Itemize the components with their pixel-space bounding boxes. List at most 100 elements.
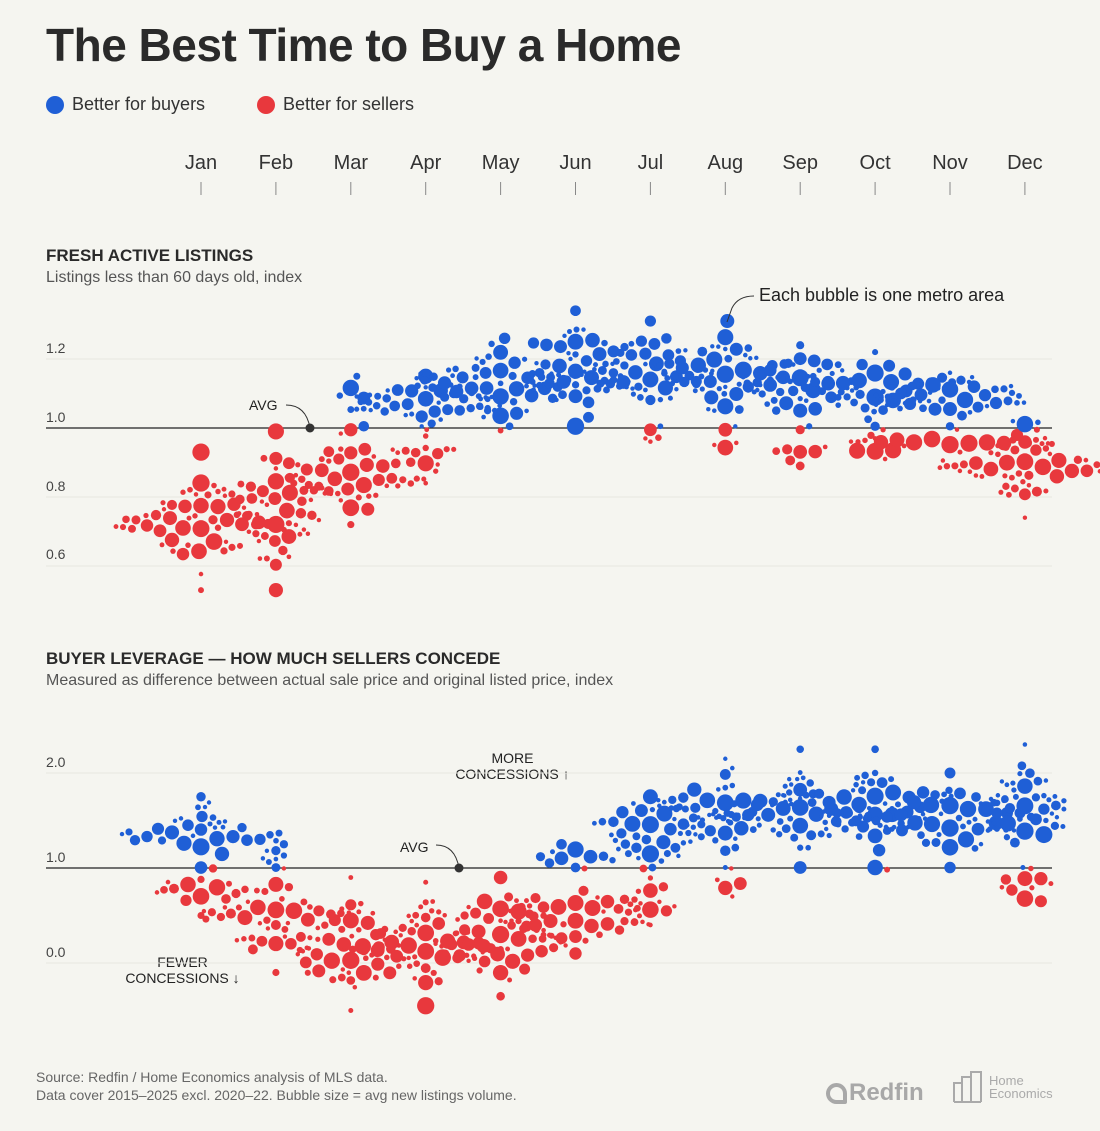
buyer-bubble bbox=[616, 805, 629, 819]
buyer-bubble bbox=[916, 786, 930, 799]
buyer-bubble bbox=[483, 406, 492, 415]
buyer-bubble bbox=[535, 381, 544, 389]
buyer-bubble bbox=[675, 348, 682, 354]
seller-bubble bbox=[401, 446, 410, 455]
buyer-bubble bbox=[427, 419, 436, 428]
seller-bubble bbox=[166, 499, 178, 510]
seller-bubble bbox=[643, 883, 658, 898]
seller-bubble bbox=[507, 977, 513, 983]
buyer-bubble bbox=[609, 856, 616, 864]
buyer-bubble bbox=[1017, 816, 1023, 822]
buyer-bubble bbox=[616, 348, 625, 357]
seller-bubble bbox=[504, 892, 514, 902]
seller-bubble bbox=[371, 454, 377, 459]
buyer-bubble bbox=[196, 792, 206, 802]
y-tick: 0.6 bbox=[46, 546, 66, 562]
seller-bubble bbox=[882, 456, 888, 462]
buyer-bubble bbox=[222, 819, 228, 824]
seller-bubble bbox=[452, 930, 459, 937]
buyer-bubble bbox=[657, 396, 664, 403]
seller-bubble bbox=[497, 427, 504, 434]
month-label: Jan bbox=[184, 152, 218, 174]
buyer-bubble bbox=[481, 414, 486, 420]
buyer-bubble bbox=[826, 832, 832, 839]
buyer-bubble bbox=[466, 403, 475, 413]
buyer-bubble bbox=[850, 788, 856, 793]
seller-bubble bbox=[631, 896, 638, 903]
buyer-bubble bbox=[890, 398, 898, 406]
seller-bubble bbox=[1018, 488, 1031, 501]
buyer-bubble bbox=[750, 798, 764, 812]
seller-bubble bbox=[519, 924, 528, 933]
buyer-bubble bbox=[209, 814, 217, 821]
seller-bubble bbox=[393, 929, 399, 935]
buyer-bubble bbox=[1011, 787, 1017, 793]
seller-bubble bbox=[263, 555, 270, 562]
buyer-bubble bbox=[125, 828, 133, 836]
buyer-bubble bbox=[360, 405, 367, 412]
buyer-bubble bbox=[978, 841, 984, 847]
seller-bubble bbox=[355, 477, 372, 494]
buyer-bubble bbox=[731, 843, 740, 852]
seller-bubble bbox=[271, 478, 277, 484]
buyer-bubble bbox=[650, 364, 655, 370]
seller-bubble bbox=[267, 515, 285, 534]
seller-bubble bbox=[390, 447, 395, 452]
buyer-bubble bbox=[1022, 742, 1028, 747]
buyer-bubble bbox=[867, 859, 883, 876]
seller-bubble bbox=[636, 913, 643, 919]
avg-label: AVG bbox=[249, 397, 278, 413]
seller-bubble bbox=[219, 512, 235, 528]
seller-bubble bbox=[672, 904, 677, 909]
buyer-bubble bbox=[806, 423, 813, 430]
buyer-bubble bbox=[938, 396, 946, 404]
seller-bubble bbox=[307, 510, 317, 521]
seller-bubble bbox=[342, 463, 360, 481]
buyer-bubble bbox=[661, 333, 672, 344]
buyer-bubble bbox=[806, 830, 817, 841]
seller-bubble bbox=[259, 499, 265, 504]
seller-bubble bbox=[375, 928, 387, 939]
seller-bubble bbox=[492, 900, 509, 918]
buyer-bubble bbox=[178, 816, 184, 821]
buyer-bubble bbox=[835, 375, 851, 391]
buyer-bubble bbox=[731, 812, 741, 822]
seller-bubble bbox=[220, 547, 228, 555]
buyer-bubble bbox=[1000, 385, 1008, 393]
avg-label: AVG bbox=[400, 839, 429, 855]
buyer-bubble bbox=[439, 392, 450, 402]
buyer-bubble bbox=[717, 329, 734, 346]
seller-bubble bbox=[337, 909, 345, 918]
buyer-bubble bbox=[807, 798, 817, 807]
buyer-bubble bbox=[657, 380, 673, 396]
buyer-bubble bbox=[656, 797, 661, 803]
redfin-mark-icon bbox=[826, 1082, 847, 1104]
seller-bubble bbox=[476, 938, 491, 953]
seller-bubble bbox=[555, 932, 568, 945]
buyer-bubble bbox=[454, 405, 465, 416]
seller-bubble bbox=[423, 480, 429, 486]
seller-bubble bbox=[290, 479, 298, 487]
buyer-bubble bbox=[734, 821, 749, 836]
seller-bubble bbox=[307, 904, 313, 910]
buyer-bubble bbox=[808, 806, 824, 822]
buyer-bubble bbox=[967, 410, 973, 415]
seller-bubble bbox=[285, 520, 292, 527]
buyer-bubble bbox=[985, 819, 991, 824]
buyer-bubble bbox=[733, 836, 738, 841]
seller-bubble bbox=[569, 930, 582, 943]
buyer-bubble bbox=[730, 800, 738, 808]
seller-bubble bbox=[340, 967, 346, 972]
seller-bubble bbox=[279, 502, 295, 519]
seller-bubble bbox=[268, 492, 282, 505]
buyer-bubble bbox=[336, 392, 344, 399]
seller-bubble bbox=[1029, 885, 1035, 891]
buyer-bubble bbox=[661, 799, 667, 805]
seller-bubble bbox=[567, 894, 584, 912]
seller-bubble bbox=[187, 486, 193, 493]
seller-bubble bbox=[264, 502, 270, 507]
buyer-bubble bbox=[119, 831, 125, 837]
buyer-bubble bbox=[889, 826, 895, 832]
buyer-bubble bbox=[894, 808, 908, 822]
seller-bubble bbox=[383, 966, 397, 980]
